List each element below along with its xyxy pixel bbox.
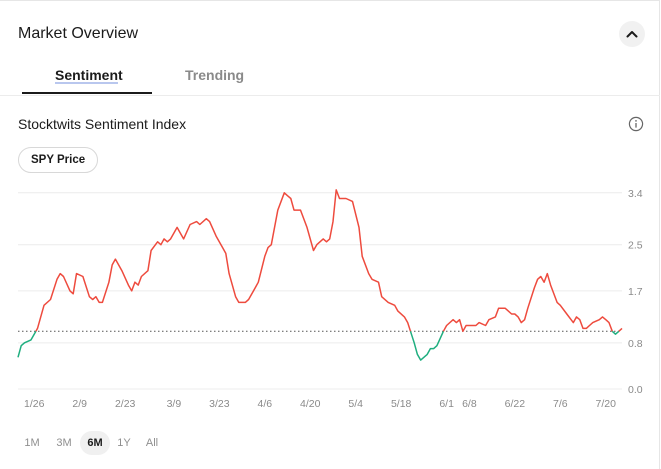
- x-tick-label: 1/26: [24, 398, 45, 409]
- active-tab-indicator: [22, 92, 152, 94]
- x-tick-label: 3/23: [209, 398, 230, 409]
- collapse-button[interactable]: [619, 21, 645, 47]
- y-tick-label: 1.7: [628, 286, 643, 298]
- range-1m[interactable]: 1M: [24, 437, 40, 449]
- sentiment-line-above: [35, 189, 412, 332]
- x-tick-label: 2/9: [72, 398, 87, 409]
- sentiment-line-below: [409, 330, 445, 361]
- x-tick-label: 3/9: [167, 398, 182, 409]
- range-6m[interactable]: 6M: [80, 431, 110, 455]
- sentiment-line-below: [17, 330, 37, 358]
- x-tick-label: 7/20: [596, 398, 617, 409]
- x-tick-label: 6/1: [439, 398, 454, 409]
- tab-bar: Sentiment Trending: [0, 63, 660, 96]
- x-tick-label: 7/6: [553, 398, 568, 409]
- range-all[interactable]: All: [145, 437, 159, 449]
- x-tick-label: 5/4: [348, 398, 363, 409]
- x-tick-label: 6/22: [505, 398, 526, 409]
- panel-title: Market Overview: [18, 25, 139, 42]
- y-tick-label: 2.5: [628, 240, 643, 252]
- info-icon[interactable]: [628, 116, 644, 132]
- range-1y[interactable]: 1Y: [117, 437, 131, 449]
- y-tick-label: 3.4: [628, 188, 643, 200]
- chart-title: Stocktwits Sentiment Index: [18, 116, 187, 132]
- x-tick-label: 5/18: [391, 398, 412, 409]
- sentiment-chart: 3.4 2.5 1.7 0.8 0.0 1/26 2/9 2/23 3/9 3/23 4/6 4/20…: [17, 188, 643, 409]
- x-tick-label: 2/23: [115, 398, 136, 409]
- x-tick-label: 6/8: [462, 398, 477, 409]
- y-tick-label: 0.8: [628, 338, 643, 350]
- sentiment-line-above: [618, 327, 623, 332]
- tab-trending[interactable]: Trending: [185, 67, 245, 83]
- sentiment-line-above: [442, 272, 614, 333]
- tab-sentiment[interactable]: Sentiment: [55, 67, 123, 83]
- range-3m[interactable]: 3M: [56, 437, 72, 449]
- sentiment-line-below: [611, 330, 620, 335]
- x-tick-label: 4/6: [257, 398, 272, 409]
- tab-sentiment-underline: [55, 82, 118, 84]
- x-tick-label: 4/20: [300, 398, 321, 409]
- chevron-up-icon: [626, 31, 638, 38]
- spy-price-toggle[interactable]: SPY Price: [18, 147, 99, 173]
- y-tick-label: 0.0: [628, 384, 643, 396]
